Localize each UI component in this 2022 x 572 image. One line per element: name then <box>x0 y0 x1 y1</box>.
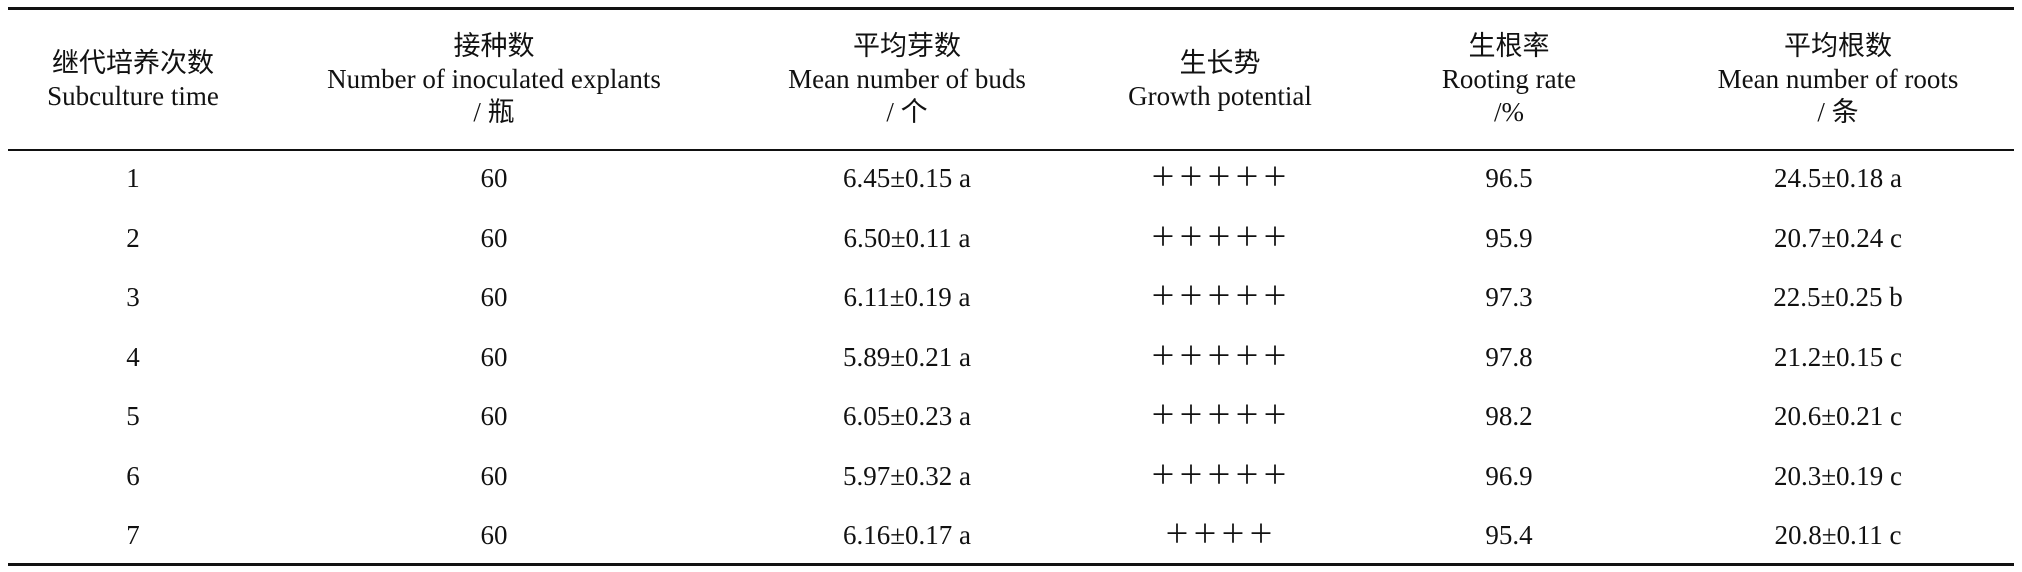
table-cell: 60 <box>480 163 508 194</box>
header-en: Number of inoculated explants <box>327 64 661 94</box>
table-cell: 5.97±0.32 a <box>842 460 972 491</box>
column-header: 接种数 Number of inoculated explants / 瓶 <box>258 10 730 149</box>
table-cell: ＋＋＋＋＋ <box>1149 401 1290 432</box>
table-cell: 4 <box>126 341 140 372</box>
table-cell: 95.9 <box>1485 222 1533 253</box>
header-zh: 平均根数 <box>1784 31 1892 61</box>
column-header: 生长势 Growth potential <box>1084 10 1356 149</box>
bottom-rule <box>8 563 2014 566</box>
header-unit: /% <box>1494 97 1524 127</box>
table-row: 1 60 6.45±0.15 a ＋＋＋＋＋ 96.5 24.5±0.18 a <box>8 149 2014 209</box>
table-row: 4 60 5.89±0.21 a ＋＋＋＋＋ 97.8 21.2±0.15 c <box>8 328 2014 388</box>
column-header: 平均根数 Mean number of roots / 条 <box>1662 10 2014 149</box>
table-cell: 60 <box>480 341 508 372</box>
table-cell: 6.45±0.15 a <box>842 163 972 194</box>
table-cell: 60 <box>480 401 508 432</box>
data-table: 继代培养次数 Subculture time 接种数 Number of inocul… <box>8 10 2014 566</box>
column-header: 平均芽数 Mean number of buds / 个 <box>730 10 1084 149</box>
header-en: Mean number of roots <box>1717 64 1959 94</box>
table-cell: 60 <box>480 520 508 551</box>
table-cell: ＋＋＋＋＋ <box>1149 341 1290 372</box>
table-cell: 96.5 <box>1485 163 1533 194</box>
header-rule <box>8 149 2014 151</box>
table-cell: 2 <box>126 222 140 253</box>
column-header: 生根率 Rooting rate/% <box>1356 10 1662 149</box>
table-cell: 60 <box>480 282 508 313</box>
header-unit: / 瓶 <box>473 97 515 127</box>
table-cell: 1 <box>126 163 140 194</box>
table-cell: 20.7±0.24 c <box>1773 222 1903 253</box>
table-cell: 7 <box>126 520 140 551</box>
table-cell: ＋＋＋＋＋ <box>1149 460 1290 491</box>
table-row: 2 60 6.50±0.11 a ＋＋＋＋＋ 95.9 20.7±0.24 c <box>8 209 2014 269</box>
table-row: 7 60 6.16±0.17 a ＋＋＋＋ 95.4 20.8±0.11 c <box>8 506 2014 566</box>
table-cell: 5 <box>126 401 140 432</box>
table-cell: 24.5±0.18 a <box>1773 163 1903 194</box>
header-zh: 生根率 <box>1468 31 1550 61</box>
table-cell: 6.05±0.23 a <box>842 401 972 432</box>
table-cell: 6.11±0.19 a <box>843 282 971 313</box>
header-en: Rooting rate <box>1441 64 1577 94</box>
table-cell: 97.8 <box>1485 341 1533 372</box>
table-cell: 6.16±0.17 a <box>842 520 972 551</box>
table-cell: 96.9 <box>1485 460 1533 491</box>
table-row: 6 60 5.97±0.32 a ＋＋＋＋＋ 96.9 20.3±0.19 c <box>8 447 2014 507</box>
header-unit: / 个 <box>886 97 928 127</box>
table-cell: 5.89±0.21 a <box>842 341 972 372</box>
table-cell: 3 <box>126 282 140 313</box>
table-cell: 20.8±0.11 c <box>1774 520 1902 551</box>
table-cell: 97.3 <box>1485 282 1533 313</box>
table-cell: 20.6±0.21 c <box>1773 401 1903 432</box>
table-row: 3 60 6.11±0.19 a ＋＋＋＋＋ 97.3 22.5±0.25 b <box>8 268 2014 328</box>
table-cell: 6.50±0.11 a <box>843 222 971 253</box>
table-cell: 60 <box>480 222 508 253</box>
header-en: Mean number of buds <box>788 64 1026 94</box>
table-body: 1 60 6.45±0.15 a ＋＋＋＋＋ 96.5 24.5±0.18 a 2 60 6.5… <box>8 149 2014 566</box>
column-header: 继代培养次数 Subculture time <box>8 10 258 149</box>
table-cell: ＋＋＋＋＋ <box>1149 222 1290 253</box>
header-zh: 继代培养次数 <box>52 47 214 78</box>
table-cell: 22.5±0.25 b <box>1773 282 1903 313</box>
top-rule <box>8 7 2014 10</box>
header-zh: 生长势 <box>1179 47 1261 78</box>
table-cell: ＋＋＋＋ <box>1163 520 1276 551</box>
header-unit: / 条 <box>1817 97 1859 127</box>
header-zh: 平均芽数 <box>853 31 961 61</box>
table-cell: 95.4 <box>1485 520 1533 551</box>
header-en: Subculture time <box>47 80 219 111</box>
table-cell: 98.2 <box>1485 401 1533 432</box>
table-cell: 60 <box>480 460 508 491</box>
header-en: Growth potential <box>1128 80 1312 111</box>
table-cell: ＋＋＋＋＋ <box>1149 282 1290 313</box>
table-cell: ＋＋＋＋＋ <box>1149 163 1290 194</box>
table-cell: 20.3±0.19 c <box>1773 460 1903 491</box>
table-row: 5 60 6.05±0.23 a ＋＋＋＋＋ 98.2 20.6±0.21 c <box>8 387 2014 447</box>
header-zh: 接种数 <box>453 31 535 61</box>
table-cell: 6 <box>126 460 140 491</box>
header-row: 继代培养次数 Subculture time 接种数 Number of inocul… <box>8 10 2014 149</box>
table-cell: 21.2±0.15 c <box>1773 341 1903 372</box>
